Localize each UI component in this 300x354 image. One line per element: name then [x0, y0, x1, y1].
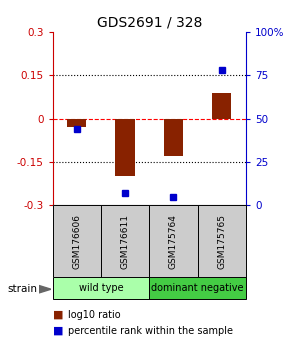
Text: GDS2691 / 328: GDS2691 / 328: [97, 16, 203, 30]
Text: wild type: wild type: [79, 283, 123, 293]
Bar: [52, 277, 149, 299]
Text: GSM175764: GSM175764: [169, 214, 178, 269]
Bar: [149, 277, 246, 299]
Text: ■: ■: [52, 326, 63, 336]
Bar: [198, 205, 246, 278]
Polygon shape: [39, 285, 51, 293]
Text: GSM176611: GSM176611: [121, 214, 130, 269]
Text: dominant negative: dominant negative: [152, 283, 244, 293]
Bar: [149, 205, 198, 278]
Bar: [164, 119, 183, 156]
Text: strain: strain: [8, 284, 38, 294]
Text: log10 ratio: log10 ratio: [68, 310, 120, 320]
Bar: [116, 119, 135, 176]
Bar: [212, 93, 232, 119]
Bar: [67, 119, 86, 127]
Text: percentile rank within the sample: percentile rank within the sample: [68, 326, 232, 336]
Bar: [52, 205, 101, 278]
Text: GSM175765: GSM175765: [217, 214, 226, 269]
Text: GSM176606: GSM176606: [72, 214, 81, 269]
Bar: [101, 205, 149, 278]
Text: ■: ■: [52, 310, 63, 320]
